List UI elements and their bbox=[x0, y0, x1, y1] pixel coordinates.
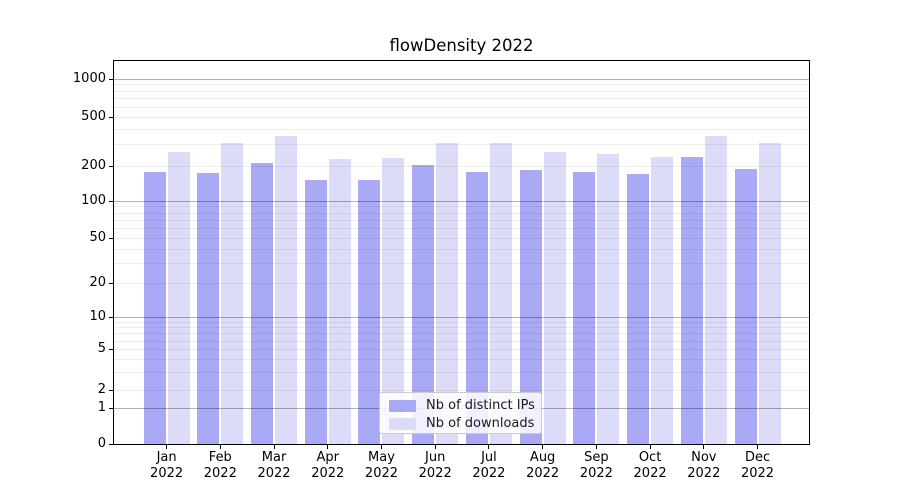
y-tick-mark bbox=[109, 317, 114, 318]
bar-downloads-jun bbox=[436, 142, 459, 444]
bar-downloads-may bbox=[382, 157, 405, 444]
bar-distinct-ips-feb bbox=[197, 173, 220, 444]
x-tick-label-mar: Mar 2022 bbox=[257, 450, 291, 481]
bar-downloads-aug bbox=[543, 151, 566, 444]
bar-downloads-dec bbox=[758, 143, 781, 444]
y-tick-label: 10 bbox=[89, 309, 106, 324]
bar-distinct-ips-jul bbox=[465, 171, 488, 444]
y-tick-mark bbox=[109, 444, 114, 445]
y-tick-mark bbox=[109, 408, 114, 409]
bar-distinct-ips-mar bbox=[251, 163, 274, 444]
y-tick-label: 500 bbox=[81, 109, 106, 124]
x-tick-mark bbox=[703, 444, 705, 449]
legend: Nb of distinct IPs Nb of downloads bbox=[379, 392, 542, 434]
bar-downloads-apr bbox=[328, 159, 351, 444]
bar-downloads-jan bbox=[167, 152, 190, 444]
x-tick-mark bbox=[488, 444, 490, 449]
y-tick-label: 1000 bbox=[72, 70, 106, 86]
y-tick-label: 0 bbox=[97, 436, 106, 451]
y-tick-mark bbox=[109, 349, 114, 350]
bar-distinct-ips-oct bbox=[627, 173, 650, 444]
y-tick-label: 200 bbox=[81, 158, 106, 173]
legend-swatch-distinct-ips bbox=[389, 399, 416, 412]
x-tick-label-may: May 2022 bbox=[364, 450, 399, 481]
x-tick-label-jul: Jul 2022 bbox=[472, 450, 506, 481]
y-tick-label: 5 bbox=[97, 341, 106, 356]
x-tick-mark bbox=[219, 444, 221, 449]
bar-distinct-ips-nov bbox=[680, 156, 703, 444]
y-tick-mark bbox=[109, 390, 114, 391]
y-tick-label: 100 bbox=[81, 192, 106, 208]
x-tick-label-jun: Jun 2022 bbox=[418, 450, 452, 481]
legend-swatch-downloads bbox=[389, 417, 416, 430]
x-tick-label-dec: Dec 2022 bbox=[740, 450, 775, 481]
x-tick-label-feb: Feb 2022 bbox=[203, 450, 237, 481]
x-tick-label-nov: Nov 2022 bbox=[687, 450, 721, 481]
y-tick-label: 2 bbox=[97, 382, 106, 397]
x-tick-mark bbox=[327, 444, 329, 449]
y-tick-label: 50 bbox=[89, 230, 106, 245]
legend-item-distinct-ips: Nb of distinct IPs bbox=[389, 397, 541, 414]
legend-label-distinct-ips: Nb of distinct IPs bbox=[426, 398, 535, 413]
legend-item-downloads: Nb of downloads bbox=[389, 415, 541, 432]
x-tick-label-jan: Jan 2022 bbox=[150, 450, 184, 481]
bar-distinct-ips-dec bbox=[734, 168, 757, 444]
y-tick-label: 20 bbox=[89, 275, 106, 290]
legend-label-downloads: Nb of downloads bbox=[426, 416, 535, 431]
y-tick-label: 1 bbox=[97, 400, 106, 415]
x-tick-mark bbox=[434, 444, 436, 449]
y-tick-mark bbox=[109, 238, 114, 239]
bar-distinct-ips-jun bbox=[412, 164, 435, 444]
x-tick-mark bbox=[649, 444, 651, 449]
bar-distinct-ips-apr bbox=[304, 179, 327, 444]
x-tick-mark bbox=[542, 444, 544, 449]
x-tick-mark bbox=[166, 444, 168, 449]
x-tick-label-aug: Aug 2022 bbox=[526, 450, 560, 481]
x-tick-mark bbox=[273, 444, 275, 449]
bar-downloads-nov bbox=[704, 136, 727, 444]
bar-downloads-mar bbox=[275, 135, 298, 444]
y-tick-mark bbox=[109, 166, 114, 167]
bar-downloads-sep bbox=[597, 153, 620, 444]
y-tick-mark bbox=[109, 117, 114, 118]
x-tick-mark bbox=[595, 444, 597, 449]
y-tick-mark bbox=[109, 78, 114, 80]
bar-downloads-feb bbox=[221, 143, 244, 444]
bar-distinct-ips-sep bbox=[573, 171, 596, 444]
plot-area bbox=[113, 60, 810, 445]
x-tick-label-sep: Sep 2022 bbox=[579, 450, 613, 481]
bar-downloads-jul bbox=[489, 142, 512, 444]
bar-distinct-ips-jan bbox=[143, 171, 166, 444]
bar-distinct-ips-aug bbox=[519, 169, 542, 444]
bars-layer bbox=[114, 61, 809, 444]
bar-distinct-ips-may bbox=[358, 180, 381, 444]
x-tick-mark bbox=[757, 444, 759, 449]
y-tick-mark bbox=[109, 200, 114, 202]
bar-downloads-oct bbox=[651, 157, 674, 444]
y-tick-mark bbox=[109, 283, 114, 284]
chart-title: flowDensity 2022 bbox=[389, 36, 534, 55]
x-tick-label-apr: Apr 2022 bbox=[311, 450, 345, 481]
x-tick-label-oct: Oct 2022 bbox=[633, 450, 667, 481]
x-tick-mark bbox=[380, 444, 382, 449]
